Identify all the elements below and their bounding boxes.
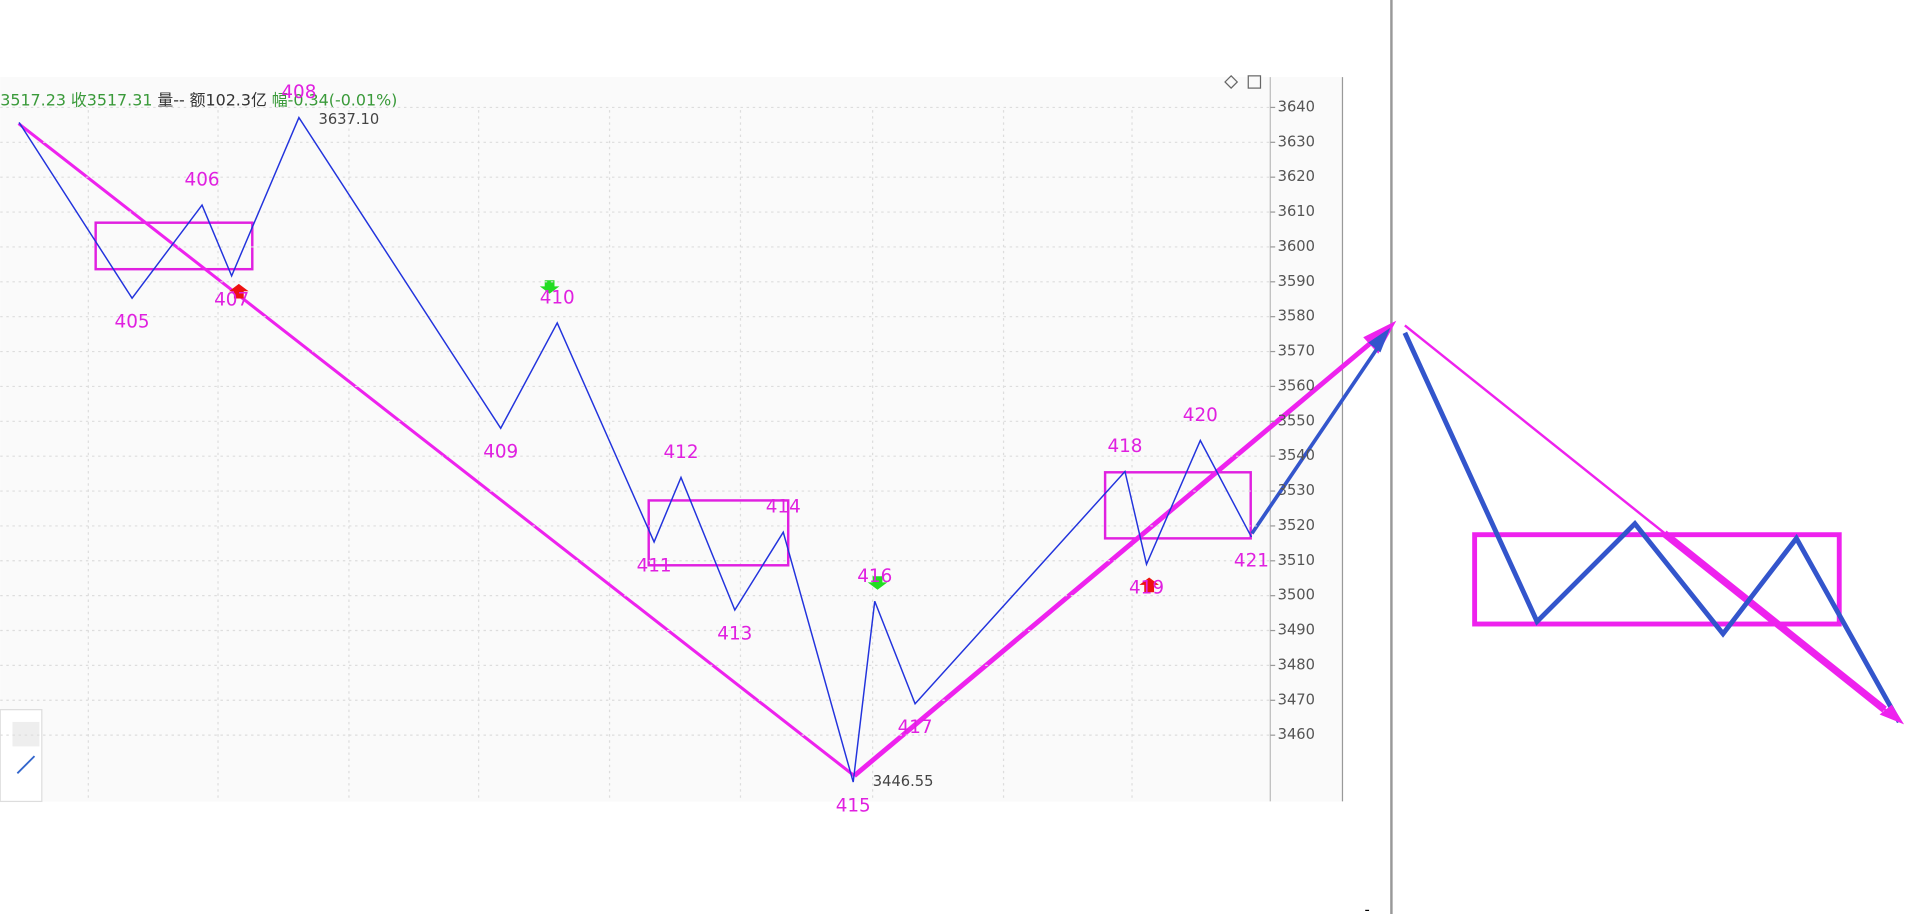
pivot-label: 418 (1107, 436, 1142, 457)
y-tick-label: 3630 (1278, 133, 1315, 150)
pivot-label: 421 (1234, 551, 1269, 572)
y-tick-label: 3500 (1278, 587, 1315, 604)
pivot-label: 409 (483, 442, 518, 463)
corner-mark: - (1364, 901, 1369, 914)
y-tick-label: 3570 (1278, 343, 1315, 360)
y-tick-label: 3620 (1278, 168, 1315, 185)
y-tick-label: 3480 (1278, 656, 1315, 673)
y-tick-label: 3510 (1278, 552, 1315, 569)
toolbar-icons (1224, 74, 1262, 89)
pivot-label: 408 (281, 82, 316, 103)
extension-arrow (1250, 327, 1391, 535)
y-tick-label: 3490 (1278, 622, 1315, 639)
pivot-label: 406 (185, 170, 220, 191)
y-tick-label: 3600 (1278, 238, 1315, 255)
header-item: 量-- (157, 90, 184, 109)
boxes (94, 221, 1252, 567)
pivot-label: 410 (540, 287, 575, 308)
y-tick-label: 3580 (1278, 308, 1315, 325)
y-tick-label: 3610 (1278, 203, 1315, 220)
pivot-label: 419 (1129, 578, 1164, 599)
header-item: 额102.3亿 (190, 90, 267, 109)
y-tick-label: 3560 (1278, 377, 1315, 394)
quote-header: 3517.23 收3517.31 量-- 额102.3亿 幅-0.34(-0.01%) (0, 90, 397, 109)
pivot-label: 413 (717, 623, 752, 644)
pivot-label: 420 (1183, 405, 1218, 426)
pivot-label: 416 (857, 566, 892, 587)
drawing-tools (0, 709, 43, 803)
y-tick-label: 3530 (1278, 482, 1315, 499)
pivot-label: 405 (115, 312, 150, 333)
y-tick-label: 3520 (1278, 517, 1315, 534)
y-tick-label: 3550 (1278, 412, 1315, 429)
pivot-label: 414 (766, 497, 801, 518)
y-tick-label: 3470 (1278, 691, 1315, 708)
y-tick-label: 3460 (1278, 726, 1315, 743)
zigzag-line (18, 115, 1253, 783)
pivot-label: 417 (898, 717, 933, 738)
header-item: 收3517.31 (71, 90, 153, 109)
y-tick-label: 3640 (1278, 98, 1315, 115)
pivot-label: 412 (663, 442, 698, 463)
chart-panel (0, 77, 1343, 802)
pivot-label: 407 (214, 289, 249, 310)
extreme-label: 3446.55 (873, 773, 934, 790)
y-tick-label: 3590 (1278, 273, 1315, 290)
pivot-label: 415 (836, 796, 871, 817)
schematic (1402, 324, 1905, 725)
extreme-label: 3637.10 (318, 111, 379, 128)
y-tick-label: 3540 (1278, 447, 1315, 464)
header-item: 3517.23 (0, 90, 66, 109)
header-item: 幅-0.34(-0.01%) (272, 90, 398, 109)
pivot-label: 411 (637, 555, 672, 576)
